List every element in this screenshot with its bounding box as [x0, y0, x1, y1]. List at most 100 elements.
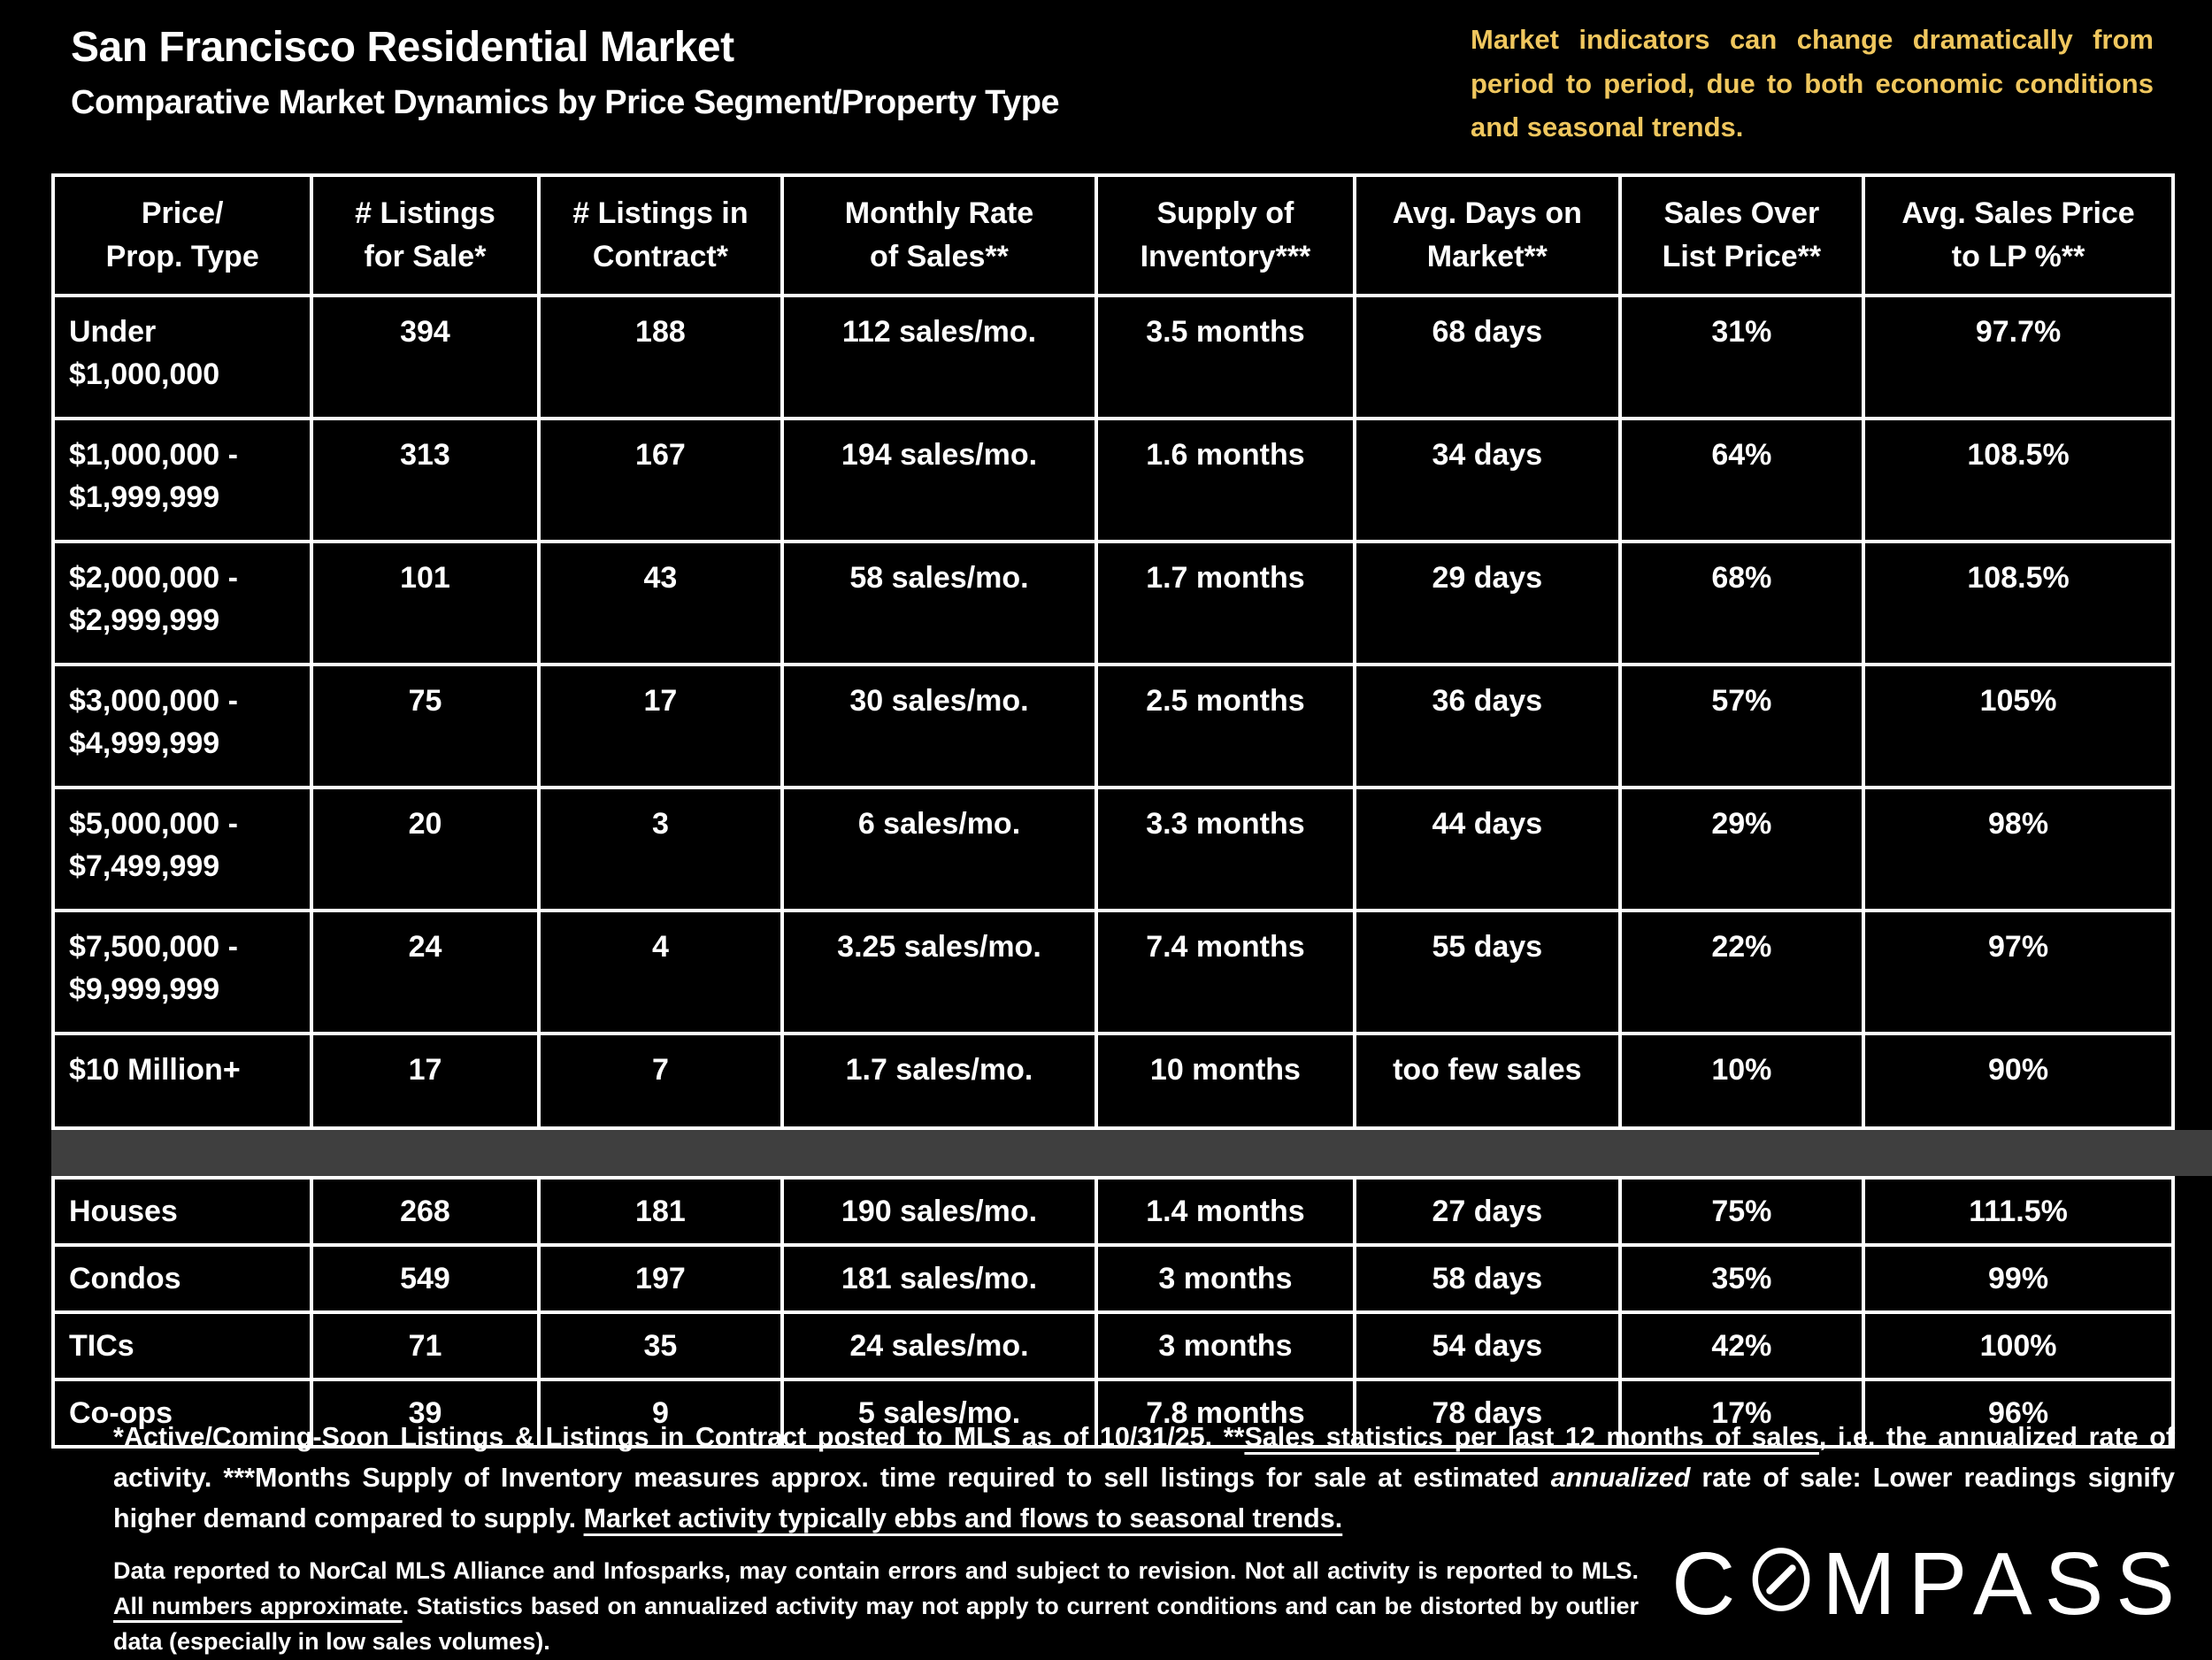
table-cell: 35	[536, 1310, 785, 1381]
row-label: Houses	[50, 1176, 314, 1247]
table-cell: 394	[310, 294, 541, 420]
table-cell: 7	[536, 1032, 785, 1130]
table-cell: 197	[536, 1243, 785, 1314]
column-header: Avg. Days on Market**	[1353, 173, 1622, 297]
table-cell: 17%	[1617, 1378, 1866, 1449]
table-cell: 71	[310, 1310, 541, 1381]
table-cell: 3 months	[1094, 1243, 1357, 1314]
table-cell: 44 days	[1353, 786, 1622, 912]
title-block: San Francisco Residential Market Compara…	[71, 23, 1060, 122]
property-type-table: Houses 268 181 190 sales/mo. 1.4 months 27 da…	[50, 1176, 2175, 1449]
table-cell: 188	[536, 294, 785, 420]
table-row: $3,000,000 - $4,999,999 75 17 30 sales/mo. 2.…	[50, 663, 2175, 789]
footnote-text-segment: Data reported to NorCal MLS Alliance and…	[113, 1557, 1639, 1584]
table-cell: 9	[536, 1378, 785, 1449]
table-cell: 4	[536, 909, 785, 1035]
table-cell: 29 days	[1353, 540, 1622, 666]
compass-logo: C MPASS	[1671, 1540, 2187, 1628]
footnote-text-segment: rate of sale: Lower readings signify hig…	[113, 1462, 2175, 1533]
table-cell: 43	[536, 540, 785, 666]
footnote-text-segment: , i.e. the annualized rate of activity. …	[113, 1422, 2175, 1493]
compass-o-needle-icon	[1752, 1548, 1810, 1611]
row-label: $1,000,000 - $1,999,999	[50, 417, 314, 543]
table-cell: 167	[536, 417, 785, 543]
footnote-text-segment: All numbers approximate	[113, 1592, 403, 1619]
table-cell: 1.4 months	[1094, 1176, 1357, 1247]
table-cell: 58 days	[1353, 1243, 1622, 1314]
table-cell: 7.8 months	[1094, 1378, 1357, 1449]
table-cell: 42%	[1617, 1310, 1866, 1381]
table-cell: 3.5 months	[1094, 294, 1357, 420]
market-table-wrap: Price/Prop. Type # Listings for Sale* # Lis…	[50, 173, 2212, 1449]
row-label: TICs	[50, 1310, 314, 1381]
column-header: Sales Over List Price**	[1617, 173, 1866, 297]
table-cell: 7.4 months	[1094, 909, 1357, 1035]
row-label: Under $1,000,000	[50, 294, 314, 420]
row-label: $5,000,000 - $7,499,999	[50, 786, 314, 912]
table-cell: 181	[536, 1176, 785, 1247]
table-cell: 30 sales/mo.	[780, 663, 1098, 789]
table-cell: 3.3 months	[1094, 786, 1357, 912]
table-cell: 549	[310, 1243, 541, 1314]
table-cell: 10%	[1617, 1032, 1866, 1130]
table-cell: 75%	[1617, 1176, 1866, 1247]
table-cell: 98%	[1862, 786, 2175, 912]
table-cell: 268	[310, 1176, 541, 1247]
table-cell: 96%	[1862, 1378, 2175, 1449]
table-cell: 22%	[1617, 909, 1866, 1035]
table-cell: 34 days	[1353, 417, 1622, 543]
compass-letters-mpass: MPASS	[1822, 1534, 2187, 1633]
table-cell: 36 days	[1353, 663, 1622, 789]
column-header: # Listings in Contract*	[536, 173, 785, 297]
footnote-primary: *Active/Coming-Soon Listings & Listings …	[113, 1418, 2175, 1539]
row-label: Condos	[50, 1243, 314, 1314]
table-cell: 1.7 months	[1094, 540, 1357, 666]
table-cell: too few sales	[1353, 1032, 1622, 1130]
table-cell: 27 days	[1353, 1176, 1622, 1247]
table-cell: 78 days	[1353, 1378, 1622, 1449]
table-cell: 64%	[1617, 417, 1866, 543]
price-segment-rows: Under $1,000,000 394 188 112 sales/mo. 3.5 mo…	[50, 294, 2175, 1130]
table-cell: 181 sales/mo.	[780, 1243, 1098, 1314]
table-cell: 3 months	[1094, 1310, 1357, 1381]
table-cell: 24	[310, 909, 541, 1035]
row-label: Co-ops	[50, 1378, 314, 1449]
table-cell: 57%	[1617, 663, 1866, 789]
table-cell: 55 days	[1353, 909, 1622, 1035]
table-cell: 3.25 sales/mo.	[780, 909, 1098, 1035]
footnote-text-segment: . Statistics based on annualized activit…	[113, 1592, 1639, 1655]
table-cell: 17	[536, 663, 785, 789]
table-cell: 190 sales/mo.	[780, 1176, 1098, 1247]
row-label: $7,500,000 - $9,999,999	[50, 909, 314, 1035]
table-cell: 35%	[1617, 1243, 1866, 1314]
table-row: $10 Million+ 17 7 1.7 sales/mo. 10 months too…	[50, 1032, 2175, 1130]
table-cell: 31%	[1617, 294, 1866, 420]
compass-letter-c: C	[1671, 1534, 1748, 1633]
table-row: $7,500,000 - $9,999,999 24 4 3.25 sales/mo. 7…	[50, 909, 2175, 1035]
table-cell: 58 sales/mo.	[780, 540, 1098, 666]
page-subtitle: Comparative Market Dynamics by Price Seg…	[71, 84, 1060, 121]
table-cell: 75	[310, 663, 541, 789]
column-header: Supply of Inventory***	[1094, 173, 1357, 297]
market-note: Market indicators can change dramaticall…	[1471, 24, 2154, 143]
table-cell: 10 months	[1094, 1032, 1357, 1130]
footnote-secondary: Data reported to NorCal MLS Alliance and…	[113, 1554, 1639, 1660]
footnote-text-segment: *Active/Coming-Soon Listings & Listings …	[113, 1422, 1245, 1452]
row-label: $2,000,000 - $2,999,999	[50, 540, 314, 666]
page-title: San Francisco Residential Market	[71, 24, 734, 71]
table-row: Condos 549 197 181 sales/mo. 3 months 58 days…	[50, 1243, 2175, 1314]
table-cell: 101	[310, 540, 541, 666]
table-cell: 112 sales/mo.	[780, 294, 1098, 420]
table-header: Price/Prop. Type # Listings for Sale* # Lis…	[50, 173, 2175, 297]
table-row: $1,000,000 - $1,999,999 313 167 194 sales/mo…	[50, 417, 2175, 543]
table-row: TICs 71 35 24 sales/mo. 3 months 54 days 42% 10…	[50, 1310, 2175, 1381]
table-cell: 68%	[1617, 540, 1866, 666]
column-header: Monthly Rate of Sales**	[780, 173, 1098, 297]
table-cell: 6 sales/mo.	[780, 786, 1098, 912]
table-cell: 90%	[1862, 1032, 2175, 1130]
row-label: $10 Million+	[50, 1032, 314, 1130]
section-separator-bar	[51, 1130, 2212, 1176]
table-cell: 17	[310, 1032, 541, 1130]
table-cell: 1.6 months	[1094, 417, 1357, 543]
